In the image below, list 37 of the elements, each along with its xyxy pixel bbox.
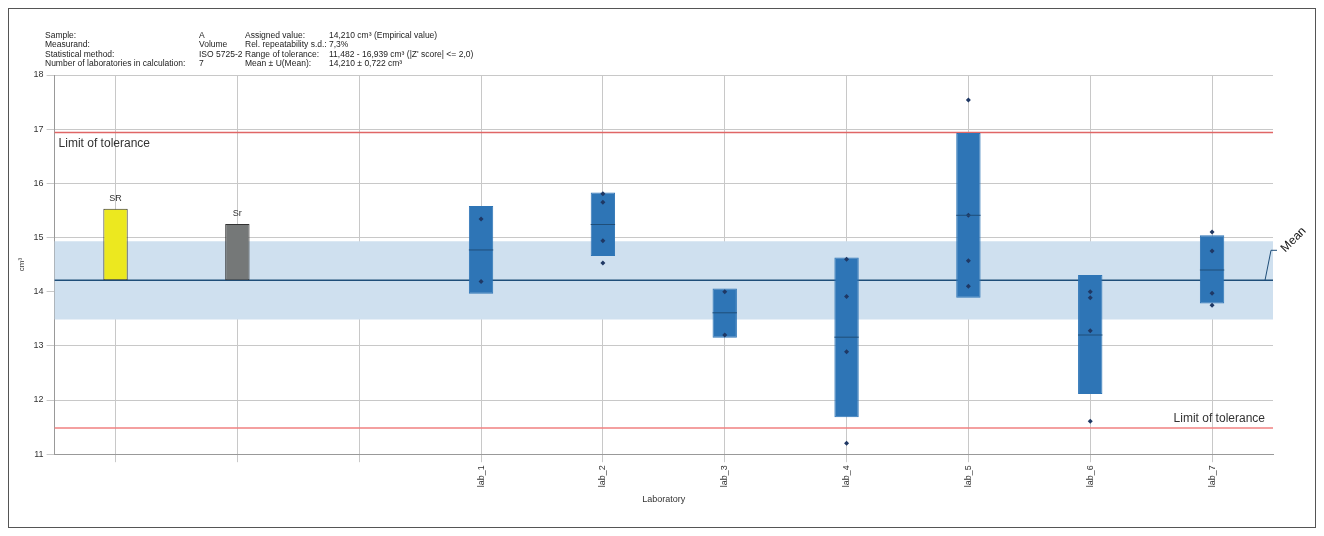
y-tick-label: 15 bbox=[33, 231, 44, 242]
text: Volume bbox=[199, 39, 228, 50]
text: 14,210 cm³ (Empirical value) bbox=[329, 29, 438, 40]
text: A bbox=[199, 29, 205, 40]
text: Range of tolerance: bbox=[245, 48, 320, 59]
text: 7 bbox=[199, 58, 204, 69]
series-label: SR bbox=[109, 192, 123, 203]
text: Assigned value: bbox=[245, 29, 306, 40]
y-tick-label: 14 bbox=[33, 286, 44, 297]
series-label: Sr bbox=[232, 207, 242, 218]
ref-line-label: Limit of tolerance bbox=[58, 135, 151, 150]
text: Rel. repeatability s.d.: bbox=[245, 39, 327, 50]
text: Measurand: bbox=[45, 39, 90, 50]
x-tick-label: lab_3 bbox=[719, 465, 730, 488]
x-tick-label: lab_4 bbox=[841, 465, 852, 488]
y-tick-label: 12 bbox=[33, 394, 44, 405]
x-tick-label: lab_7 bbox=[1206, 465, 1217, 488]
text: Mean ± U(Mean): bbox=[245, 58, 312, 69]
y-tick-label: 13 bbox=[33, 340, 44, 351]
text: 11,482 - 16,939 cm³ (|Z' score| <= 2,0) bbox=[329, 48, 474, 59]
text: 14,210 ± 0,722 cm³ bbox=[329, 58, 403, 69]
text: ISO 5725-2 bbox=[199, 48, 243, 59]
y-tick-label: 16 bbox=[33, 177, 44, 188]
text: 7,3% bbox=[329, 39, 349, 50]
x-tick-label: lab_5 bbox=[962, 465, 973, 488]
y-tick-label: 17 bbox=[33, 123, 44, 134]
text: Number of laboratories in calculation: bbox=[45, 58, 186, 69]
x-tick-label: lab_6 bbox=[1084, 465, 1095, 488]
y-axis-title: cm³ bbox=[17, 257, 26, 272]
x-axis-title: Laboratory bbox=[642, 494, 686, 505]
x-tick-label: lab_1 bbox=[475, 465, 486, 488]
text: Sample: bbox=[45, 29, 77, 40]
x-tick-label: lab_2 bbox=[597, 465, 608, 488]
text: Statistical method: bbox=[45, 48, 115, 59]
ref-line-label: Limit of tolerance bbox=[1173, 411, 1266, 426]
y-tick-label: 18 bbox=[33, 69, 44, 80]
y-tick-label: 11 bbox=[34, 448, 44, 459]
